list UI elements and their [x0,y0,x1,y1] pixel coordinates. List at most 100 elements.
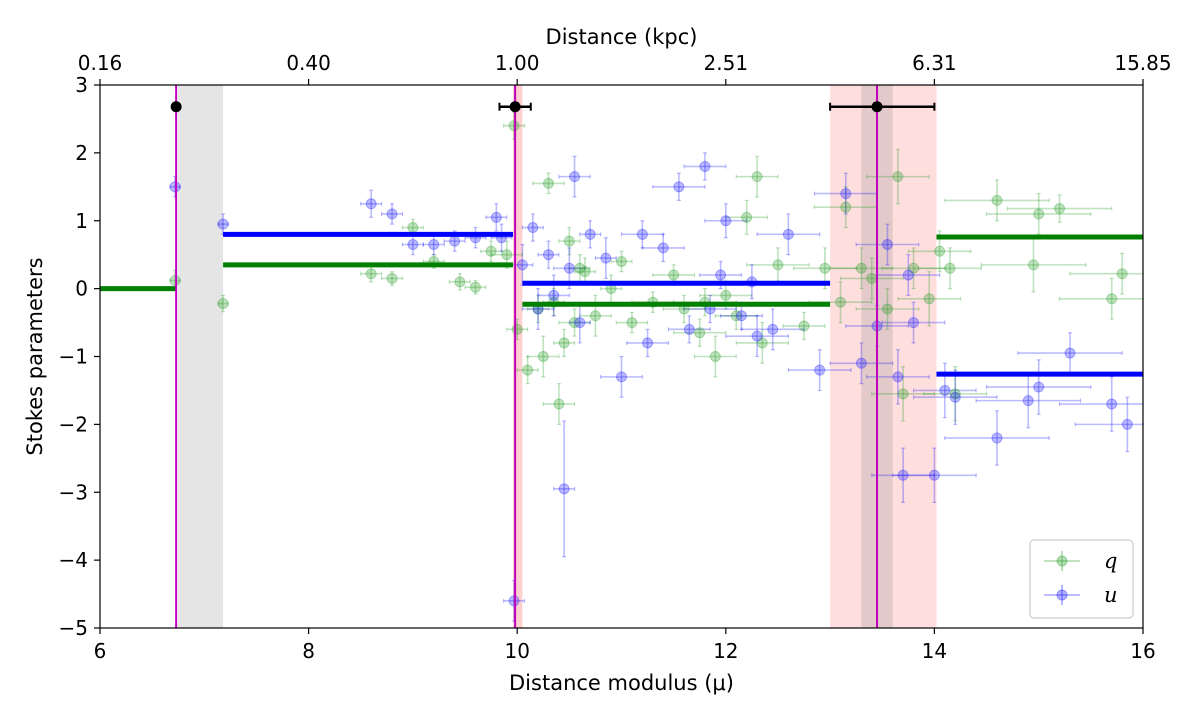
q-point [866,272,878,284]
q-point [217,298,229,310]
q-point [709,351,721,362]
u-point [616,371,627,383]
u-point [428,239,440,251]
x-tick-label: 14 [922,639,947,663]
u-point [1064,347,1076,359]
q-point [720,289,732,301]
u-point [169,181,181,193]
q-point [819,262,831,274]
u-point [584,228,596,240]
u-point [735,310,747,322]
u-point [673,181,685,193]
q-point [897,388,909,400]
q-point [522,364,534,376]
legend-label-q: q [1104,549,1117,573]
q-point [1033,208,1045,220]
top-x-tick-label: 1.00 [495,51,540,75]
u-point [516,259,528,271]
q-point [579,266,591,278]
top-x-tick-label: 2.51 [704,51,749,75]
top-x-axis: 0.16 0.40 1.00 2.51 6.31 15.85 [78,51,1172,85]
cloud-band [178,85,224,628]
q-point [881,303,893,315]
q-point [454,276,466,288]
q-point [798,320,810,332]
q-point [949,388,961,400]
u-point [840,188,852,200]
cloud-lines [175,85,879,628]
u-point [1121,418,1133,430]
q-point [923,293,935,305]
u-point [407,239,419,251]
q-point [558,337,570,349]
q-point [407,222,419,234]
q-point [616,255,627,267]
q-point [569,317,581,329]
u-point [365,198,377,210]
q-point [1106,293,1118,305]
x-tick-label: 8 [302,639,315,663]
legend-label-u: u [1104,583,1118,607]
u-point [1106,398,1118,410]
q-point [563,235,575,247]
u-point [217,218,229,230]
y-tick-label: −3 [59,480,88,504]
y-tick-label: −2 [59,412,88,436]
q-point [469,281,481,293]
legend-marker [1056,555,1068,567]
u-point [939,384,951,396]
q-point [835,296,847,308]
data-points [169,120,1133,607]
top-x-tick-label: 6.31 [912,51,957,75]
q-point [1027,259,1039,271]
y-tick-label: −5 [59,616,88,640]
y-tick-label: 0 [75,277,88,301]
cloud-bands [178,85,937,628]
u-point [490,211,502,223]
y-tick-label: −4 [59,548,88,572]
top-x-tick-label: 15.85 [1114,51,1171,75]
u-point [814,364,826,376]
q-point [741,211,753,223]
bottom-x-axis: 6 8 10 12 14 16 [94,628,1156,663]
x-tick-label: 16 [1130,639,1155,663]
u-point [642,337,654,349]
u-point [508,595,520,607]
u-point [720,215,732,227]
y-axis-label: Stokes parameters [23,257,47,455]
q-point [365,268,377,280]
u-point [548,289,560,301]
q-point [694,327,706,339]
x-tick-label: 10 [504,639,529,663]
q-point [501,249,513,261]
q-point [772,259,784,271]
q-point [1116,268,1128,280]
q-point [934,245,946,257]
legend-box [1029,539,1134,619]
q-point [574,262,586,274]
u-point [600,252,612,264]
fit-segments [100,231,1143,377]
u-point [558,483,570,495]
x-tick-label: 12 [713,639,738,663]
q-point [511,323,523,335]
top-x-axis-label: Distance (kpc) [546,25,698,49]
u-point [782,228,794,240]
y-tick-label: 3 [75,73,88,97]
u-point [699,160,711,172]
q-point [944,262,956,274]
cloud-marker [871,101,883,113]
x-tick-label: 6 [94,639,107,663]
legend: qu [1029,539,1134,619]
cloud-marker [170,101,182,113]
u-point [449,235,461,247]
y-tick-label: −1 [59,345,88,369]
q-point [892,171,904,183]
q-point [730,310,742,322]
u-point [657,242,669,254]
u-point [902,269,914,281]
u-point [1022,395,1034,407]
q-point [553,398,565,410]
u-point [569,171,581,183]
